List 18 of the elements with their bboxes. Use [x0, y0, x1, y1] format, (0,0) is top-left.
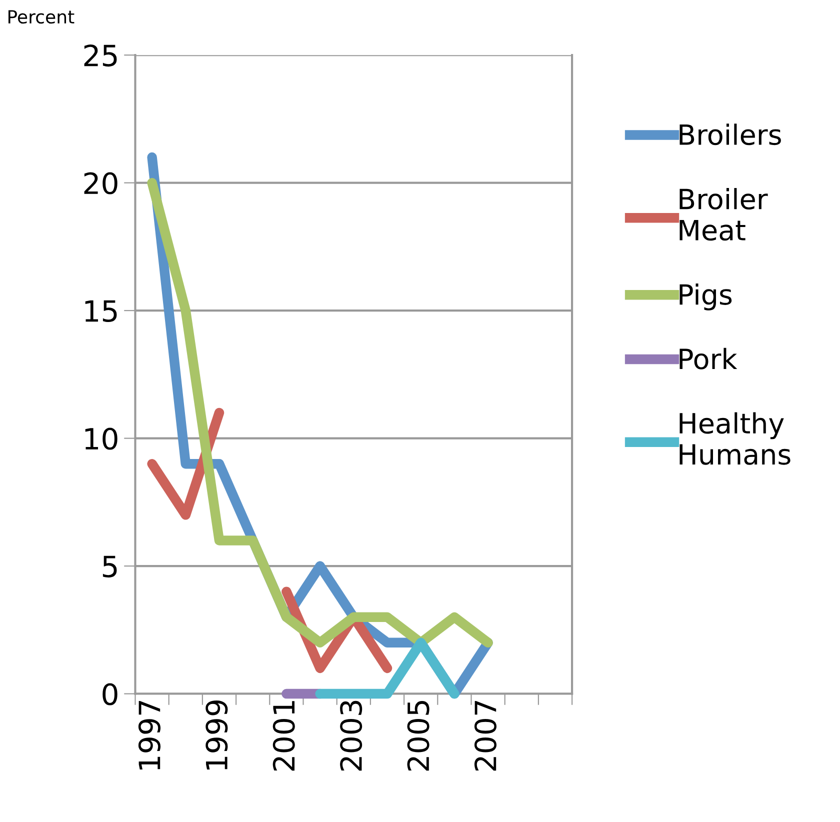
legend-label: Pigs — [680, 284, 732, 310]
y-tick-label: 25 — [84, 44, 117, 67]
y-tick-label: 5 — [102, 556, 117, 578]
x-tick-label: 1999 — [206, 700, 228, 770]
legend-label: Pork — [680, 348, 738, 370]
y-tick-label: 15 — [85, 300, 117, 322]
x-tick-label: 2007 — [474, 700, 497, 771]
x-tick-label: 1997 — [138, 700, 161, 770]
x-tick-label: 2005 — [407, 701, 430, 771]
legend-label: Broilers — [680, 124, 781, 146]
y-tick-label: 10 — [85, 428, 118, 450]
legend-label: Healthy Humans — [680, 412, 790, 465]
y-tick-label: 0 — [102, 683, 118, 706]
x-tick-label: 2003 — [340, 700, 362, 771]
y-axis-title: Percent — [8, 10, 74, 24]
x-tick-label: 2001 — [272, 701, 295, 771]
y-tick-label: 20 — [84, 172, 118, 194]
legend-label: Broiler Meat — [680, 188, 768, 241]
